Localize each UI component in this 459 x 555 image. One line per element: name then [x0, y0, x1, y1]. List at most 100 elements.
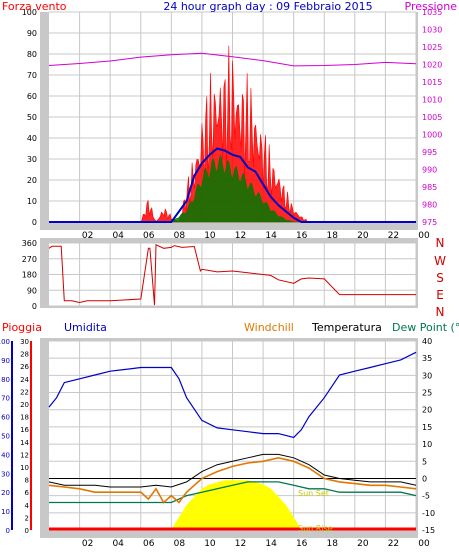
wind-tick-label: 20: [27, 176, 37, 185]
pressure-tick-label: 985: [422, 183, 437, 192]
wind-x-tick-label: 02: [82, 231, 93, 241]
direction-compass-label: N: [436, 305, 445, 319]
temperature-tick-labels: 0102030405060708090100024681012141618202…: [0, 337, 435, 549]
humidity-axis-label: Umidita: [64, 321, 107, 334]
direction-compass-label: E: [436, 288, 444, 302]
wind-x-tick-label: 18: [327, 231, 339, 241]
temperature-series-line: [48, 453, 417, 488]
rain-tick-label: 18: [20, 414, 29, 422]
wind-tick-label: 10: [27, 197, 37, 206]
direction-series-line: [48, 244, 416, 306]
sunrise-label: Sun Rise: [298, 524, 333, 533]
temperature-x-tick-label: 04: [112, 539, 124, 549]
pressure-tick-label: 990: [422, 166, 437, 175]
temperature-x-tick-label: 10: [204, 539, 216, 549]
dewpoint-series-line: [49, 481, 417, 504]
humidity-tick-label: 0: [6, 527, 10, 535]
pressure-tick-label: 1000: [422, 131, 442, 140]
wind-tick-label: 0: [32, 218, 37, 227]
rain-tick-label: 24: [20, 376, 29, 384]
rain-tick-label: 22: [20, 388, 29, 396]
pressure-series-line: [48, 52, 417, 67]
temperature-tick-label: 30: [422, 371, 432, 380]
chart-title: 24 hour graph day : 09 Febbraio 2015: [163, 0, 372, 13]
humidity-tick-label: 40: [1, 451, 10, 459]
pressure-tick-label: 1005: [422, 113, 442, 122]
wind-x-tick-label: 06: [143, 231, 155, 241]
temperature-series: [48, 351, 417, 531]
wind-series: [48, 45, 417, 223]
temperature-tick-label: 15: [422, 423, 432, 432]
rain-tick-label: 2: [25, 514, 29, 522]
temperature-tick-label: 25: [422, 389, 432, 398]
wind-x-tick-label: 16: [296, 231, 308, 241]
rain-tick-label: 10: [20, 464, 29, 472]
direction-tick-label: 0: [32, 302, 37, 311]
humidity-tick-label: 80: [1, 376, 10, 384]
rain-tick-label: 8: [25, 477, 29, 485]
rain-tick-label: 0: [25, 527, 29, 535]
rain-axis-label: Pioggia: [2, 321, 42, 334]
rain-tick-label: 16: [20, 426, 29, 434]
wind-x-tick-label: 00: [418, 231, 430, 241]
humidity-tick-label: 100: [0, 338, 10, 346]
pressure-tick-label: 1010: [422, 96, 442, 105]
direction-grid: [49, 242, 417, 307]
temperature-x-tick-label: 22: [388, 539, 399, 549]
solar-series-area: [49, 480, 416, 531]
rain-tick-label: 26: [20, 363, 29, 371]
pressure-axis-label: Pressione: [405, 0, 458, 13]
temperature-x-tick-label: 06: [143, 539, 155, 549]
temperature-tick-label: 20: [422, 406, 432, 415]
wind-x-tick-label: 20: [357, 231, 369, 241]
rain-tick-label: 28: [20, 351, 29, 359]
humidity-tick-label: 90: [1, 357, 10, 365]
pressure-tick-label: 980: [422, 201, 437, 210]
temperature-tick-label: 35: [422, 354, 432, 363]
wind-x-tick-label: 22: [388, 231, 399, 241]
humidity-tick-label: 70: [1, 395, 10, 403]
temperature-x-tick-label: 00: [418, 539, 430, 549]
rain-tick-label: 12: [20, 451, 29, 459]
humidity-tick-label: 10: [1, 508, 10, 516]
wind-tick-label: 70: [27, 71, 37, 80]
wind-x-tick-label: 08: [174, 231, 186, 241]
temperature-x-tick-label: 20: [357, 539, 369, 549]
wind-axis-label: Forza vento: [2, 0, 67, 13]
temperature-tick-label: -5: [422, 492, 430, 501]
humidity-tick-label: 50: [1, 433, 10, 441]
direction-tick-label: 270: [22, 255, 37, 264]
sunset-label: Sun Set: [298, 489, 329, 498]
temperature-tick-label: -10: [422, 509, 435, 518]
rain-tick-label: 30: [20, 338, 29, 346]
temperature-tick-label: 40: [422, 337, 432, 346]
wind-tick-label: 30: [27, 155, 37, 164]
pressure-tick-label: 975: [422, 218, 437, 227]
temperature-tick-label: 10: [422, 440, 432, 449]
temperature-tick-label: 0: [422, 474, 427, 483]
temperature-tick-label: 5: [422, 457, 427, 466]
temperature-grid: [49, 340, 417, 531]
direction-series: [48, 244, 416, 306]
temperature-x-tick-label: 14: [265, 539, 277, 549]
wind-tick-label: 60: [27, 92, 37, 101]
direction-compass-label: N: [436, 236, 445, 250]
wind-x-tick-label: 10: [204, 231, 216, 241]
temperature-x-tick-label: 08: [174, 539, 186, 549]
wind-tick-label: 90: [27, 29, 37, 38]
temperature-x-tick-label: 02: [82, 539, 93, 549]
direction-tick-label: 180: [22, 271, 37, 280]
direction-compass-label: S: [436, 271, 444, 285]
humidity-tick-label: 60: [1, 414, 10, 422]
direction-compass-label: W: [434, 254, 446, 268]
wind-tick-label: 40: [27, 134, 37, 143]
rain-tick-label: 14: [20, 439, 29, 447]
humidity-series-line: [48, 351, 417, 439]
temperature-tick-label: -15: [422, 526, 435, 535]
rain-tick-label: 4: [25, 502, 30, 510]
humidity-tick-label: 20: [1, 489, 10, 497]
wind-x-tick-label: 04: [112, 231, 124, 241]
rain-tick-label: 6: [25, 489, 30, 497]
